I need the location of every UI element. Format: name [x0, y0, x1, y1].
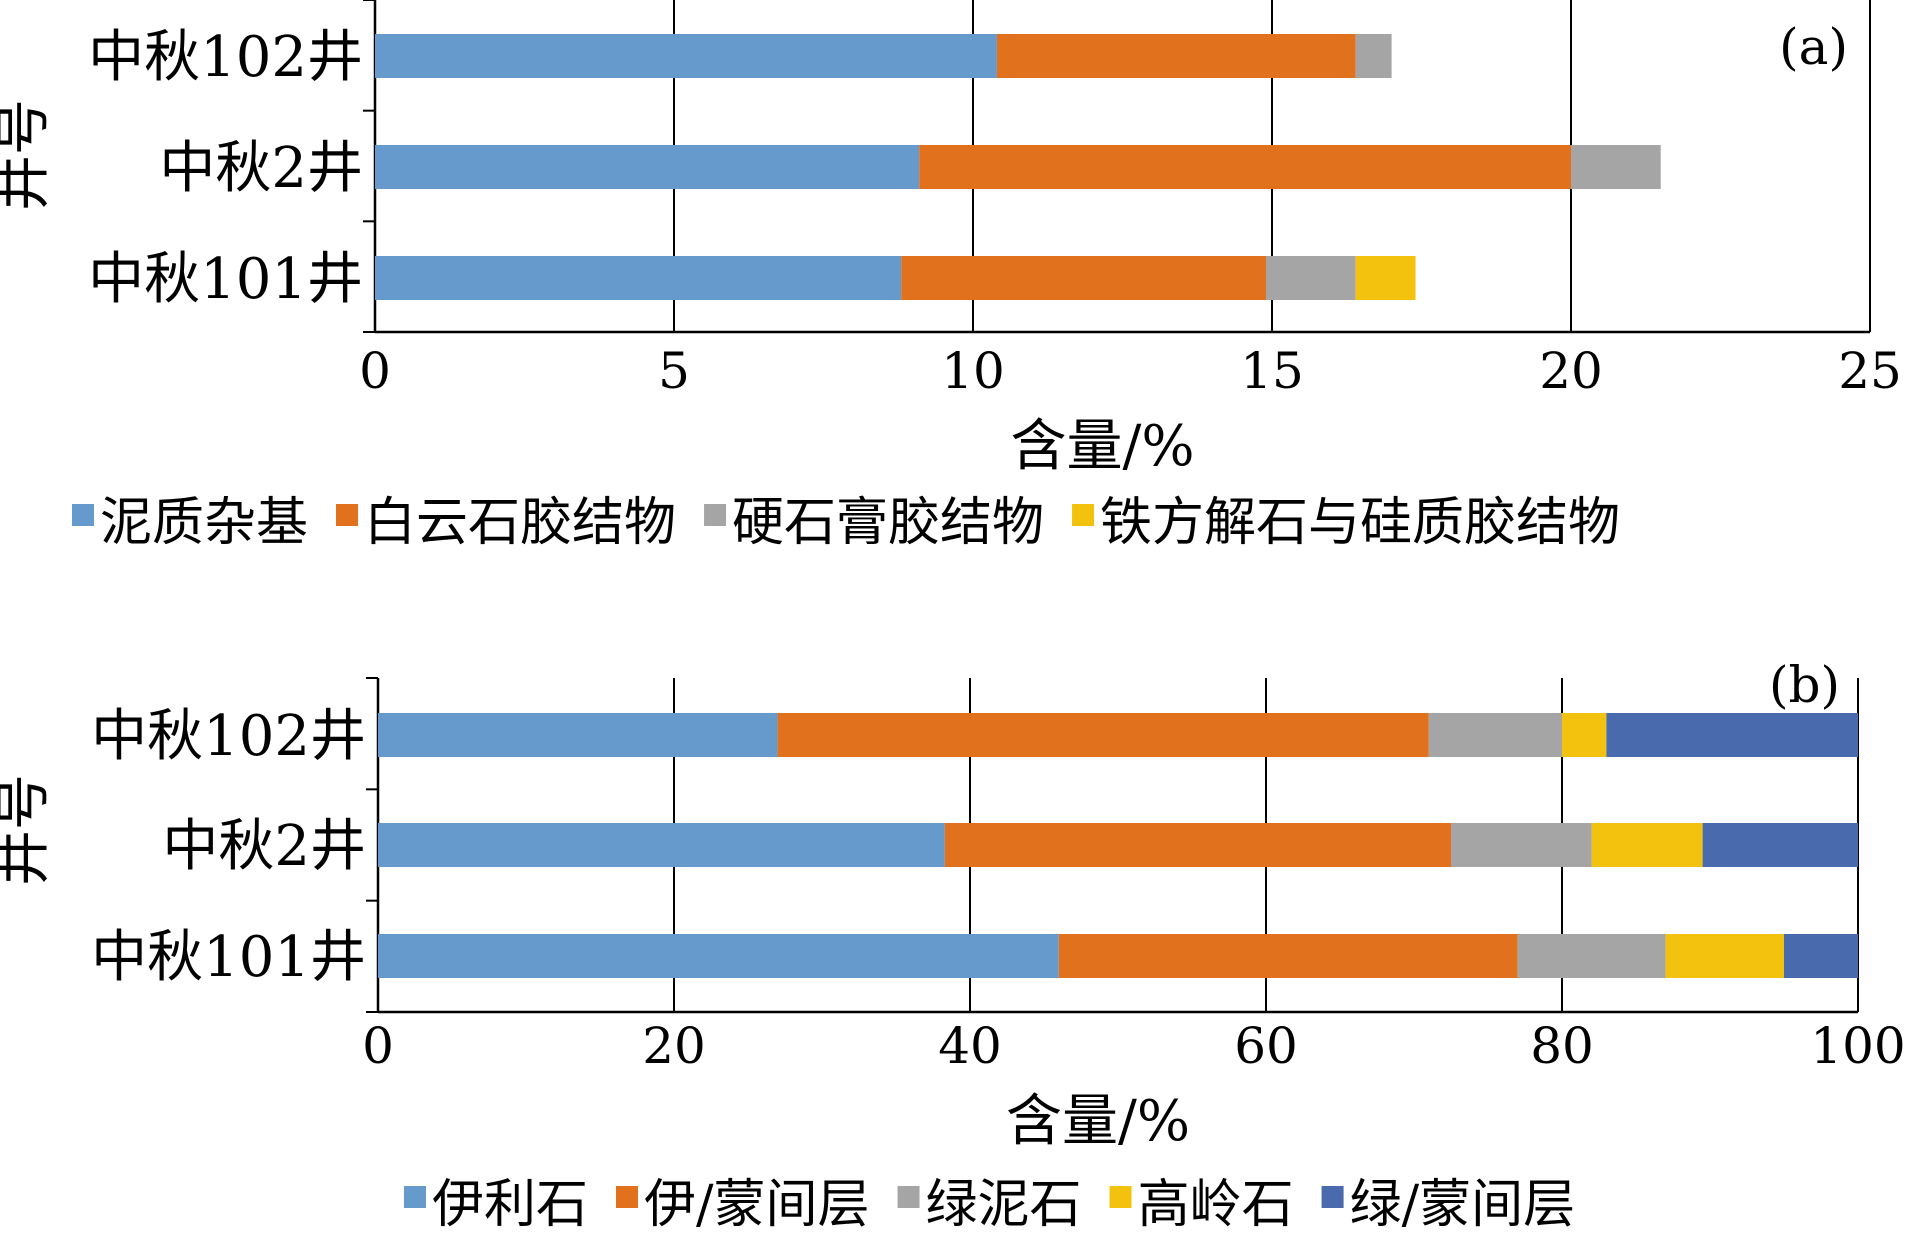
bar-segment — [919, 145, 1571, 189]
x-tick-label: 60 — [1234, 1017, 1298, 1075]
x-tick-label: 100 — [1810, 1017, 1905, 1075]
legend-label: 高岭石 — [1138, 1175, 1294, 1235]
legend: 泥质杂基 白云石胶结物 硬石膏胶结物 铁方解石与硅质胶结物 — [72, 493, 1620, 553]
legend-swatch — [72, 504, 94, 526]
category-label: 中秋2井 — [159, 136, 363, 201]
bar-segment — [1665, 934, 1784, 978]
x-tick-label: 20 — [642, 1017, 706, 1075]
x-tick-label: 10 — [941, 342, 1005, 400]
bar-segment — [1266, 256, 1356, 300]
bar-segment — [944, 823, 1451, 867]
bar-segment — [378, 934, 1059, 978]
bar-segment — [1517, 934, 1666, 978]
panel-tag: (b) — [1769, 656, 1840, 714]
x-tick-label: 0 — [362, 1017, 394, 1075]
bar-segment — [378, 713, 778, 757]
bar-segment — [1451, 823, 1592, 867]
x-tick-label: 0 — [359, 342, 391, 400]
bar-segment — [1355, 256, 1416, 300]
legend-swatch — [336, 504, 359, 526]
bar-segment — [378, 823, 945, 867]
bar-segment — [1058, 934, 1518, 978]
legend-label: 白云石胶结物 — [364, 493, 676, 553]
x-axis-title: 含量/% — [1010, 414, 1194, 479]
bar-segment — [1702, 823, 1858, 867]
x-tick-label: 15 — [1240, 342, 1304, 400]
bar-segment — [1428, 713, 1562, 757]
bar-segment — [996, 34, 1356, 78]
x-tick-label: 25 — [1838, 342, 1902, 400]
legend-swatch — [897, 1186, 920, 1208]
bar-segment — [777, 713, 1429, 757]
legend-swatch — [1321, 1186, 1344, 1208]
category-label: 中秋101井 — [88, 247, 363, 312]
bar-segment — [1355, 34, 1392, 78]
x-axis-title: 含量/% — [1006, 1089, 1190, 1154]
category-label: 中秋102井 — [88, 25, 363, 90]
legend-swatch — [704, 504, 727, 526]
category-label: 中秋101井 — [91, 925, 366, 990]
bar-segment — [1562, 713, 1607, 757]
bar-segment — [1784, 934, 1858, 978]
x-tick-label: 40 — [938, 1017, 1002, 1075]
legend-swatch — [1072, 504, 1095, 526]
legend: 伊利石 伊/蒙间层 绿泥石 高岭石 绿/蒙间层 — [404, 1175, 1575, 1235]
legend-label: 绿泥石 — [926, 1175, 1082, 1235]
legend-label: 绿/蒙间层 — [1350, 1175, 1576, 1235]
legend-label: 铁方解石与硅质胶结物 — [1100, 493, 1620, 553]
legend-label: 伊利石 — [432, 1175, 588, 1235]
bar-segment — [375, 34, 997, 78]
category-label: 中秋102井 — [91, 704, 366, 769]
bar-segment — [375, 256, 902, 300]
bar-segment — [901, 256, 1267, 300]
y-axis-title: 井号 — [0, 774, 56, 886]
legend-label: 硬石膏胶结物 — [732, 493, 1044, 553]
bar-segment — [1571, 145, 1661, 189]
legend-swatch — [404, 1186, 426, 1208]
x-tick-label: 20 — [1539, 342, 1603, 400]
legend-label: 泥质杂基 — [100, 493, 308, 553]
panel-tag: (a) — [1779, 18, 1848, 76]
y-axis-title: 井号 — [0, 99, 56, 211]
x-tick-label: 5 — [658, 342, 690, 400]
chart-panel-0: 中秋102井中秋2井中秋101井 0 5 10 15 20 25 含量/% 井号 (a) 泥质杂基白… — [0, 0, 1902, 553]
bar-segment — [1591, 823, 1703, 867]
category-label: 中秋2井 — [162, 814, 366, 879]
legend-swatch — [1109, 1186, 1132, 1208]
x-tick-label: 80 — [1530, 1017, 1594, 1075]
bar-segment — [1606, 713, 1858, 757]
legend-swatch — [616, 1186, 639, 1208]
legend-label: 伊/蒙间层 — [644, 1175, 870, 1235]
bar-segment — [375, 145, 920, 189]
